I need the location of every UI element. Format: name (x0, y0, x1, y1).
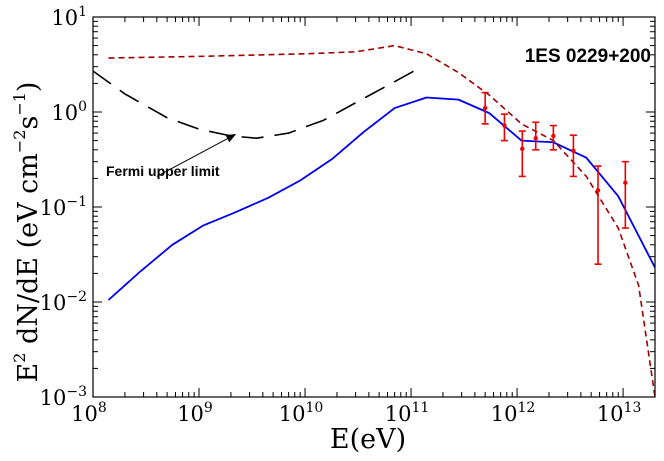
data-point-marker (623, 180, 628, 185)
data-point-8 (621, 160, 629, 229)
tick-base: 10 (51, 101, 78, 125)
x-tick-label: 1011 (385, 400, 430, 426)
plot-area (92, 16, 656, 398)
x-tick-label: 109 (177, 400, 213, 426)
source-label: 1ES 0229+200 (525, 46, 651, 67)
y-axis-label-sup2: −2 (10, 130, 29, 154)
y-tick-label: 10−2 (40, 289, 87, 315)
data-point-marker (520, 146, 525, 151)
tick-exponent: 11 (412, 400, 430, 416)
y-axis-label-sup3: −1 (10, 92, 29, 116)
series-line-model-solid (107, 96, 655, 301)
data-point-marker (482, 105, 488, 111)
tick-exponent: −1 (66, 194, 87, 210)
data-point-marker (595, 188, 601, 193)
tick-exponent: 12 (518, 400, 536, 416)
y-axis-label: E2 dN/dE (eV cm−2s−1) (10, 82, 44, 383)
data-point-marker (551, 133, 556, 139)
tick-exponent: 8 (98, 400, 107, 416)
y-tick-label: 100 (51, 99, 87, 125)
y-tick-label: 101 (51, 4, 87, 30)
x-axis-label: E(eV) (330, 424, 406, 455)
data-point-marker (502, 123, 507, 128)
tick-base: 10 (40, 291, 67, 315)
tick-base: 10 (597, 402, 624, 426)
y-axis-label-part4: ) (13, 82, 44, 93)
tick-base: 10 (40, 196, 67, 220)
fermi-arrow (156, 134, 237, 177)
tick-base: 10 (491, 402, 518, 426)
data-point-2 (500, 113, 508, 142)
y-axis-label-sup1: 2 (10, 353, 29, 363)
tick-exponent: −3 (66, 384, 87, 400)
y-axis-label-part3: s (13, 116, 44, 130)
tick-base: 10 (279, 402, 306, 426)
tick-base: 10 (385, 402, 412, 426)
x-tick-label: 1013 (597, 400, 642, 426)
fermi-upper-limit-label: Fermi upper limit (106, 163, 220, 179)
data-point-marker (571, 148, 576, 154)
tick-exponent: 1 (78, 4, 87, 20)
data-point-marker (533, 135, 538, 141)
tick-base: 10 (40, 386, 67, 410)
data-point-4 (532, 121, 540, 151)
y-tick-label: 10−1 (40, 194, 87, 220)
curves (93, 44, 655, 397)
y-axis-label-part2: dN/dE (eV cm (13, 153, 44, 352)
data-point-5 (549, 124, 557, 151)
x-tick-label: 108 (71, 400, 107, 426)
y-tick-label: 10−3 (40, 384, 87, 410)
x-tick-label: 1010 (279, 400, 324, 426)
data-point-1 (481, 91, 489, 125)
y-axis-label-part1: E (13, 363, 44, 383)
tick-exponent: 10 (305, 400, 323, 416)
x-tick-label: 1012 (491, 400, 536, 426)
series-line-model-dashed-red (108, 44, 655, 397)
tick-exponent: −2 (66, 289, 87, 305)
tick-exponent: 13 (624, 400, 642, 416)
series-line-fermi-upper-limit (93, 67, 420, 139)
tick-base: 10 (51, 6, 78, 30)
data-point-7 (594, 165, 602, 265)
tick-base: 10 (177, 402, 204, 426)
axis-ticks (92, 16, 656, 398)
plot-frame (92, 16, 656, 398)
data-point-3 (518, 130, 526, 178)
tick-base: 10 (71, 402, 98, 426)
tick-exponent: 0 (78, 99, 87, 115)
data-point-6 (569, 134, 577, 178)
tick-exponent: 9 (204, 400, 213, 416)
